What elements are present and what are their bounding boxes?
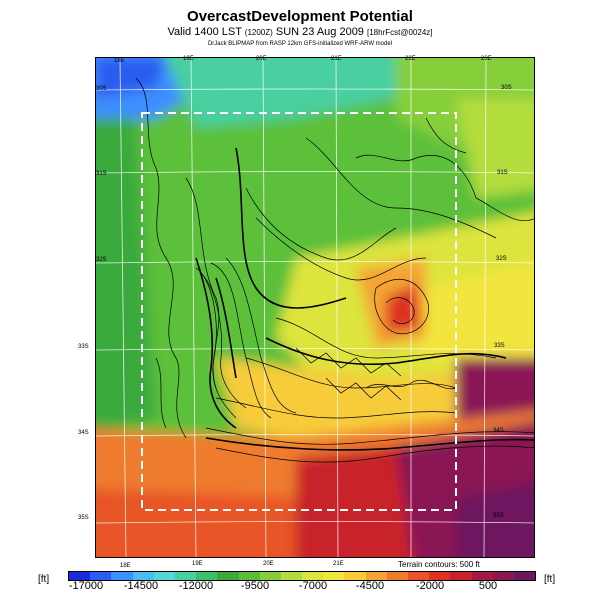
lat-tick-right: 30S [501,85,512,91]
colorbar-segment [386,572,408,580]
colorbar-segment [513,572,536,580]
unit-label-left: [ft] [38,574,50,585]
lat-tick-left: 33S [78,344,89,350]
model-credit: DrJack BLIPMAP from RASP 12km GFS-initia… [207,41,393,47]
colorbar-segment [217,572,239,580]
map-title: OvercastDevelopment Potential [187,8,413,25]
colorbar-tick-label: -12000 [178,580,214,592]
colorbar-segment [90,572,112,580]
color-scale-bar [68,571,536,581]
colorbar-tick-label: -14500 [123,580,159,592]
lon-tick-top: 23E [481,56,492,62]
colorbar-segment [471,572,493,580]
colorbar-tick-label: -9500 [240,580,270,592]
colorbar-tick-label: -4500 [355,580,385,592]
colorbar-segment [259,572,281,580]
colorbar-segment [238,572,260,580]
lat-tick-left: 30S [96,86,107,92]
colorbar-tick-label: 500 [478,580,498,592]
terrain-contours [135,77,534,463]
colorbar-tick-label: -2000 [415,580,445,592]
lon-tick-top: 19E [183,56,194,62]
valid-date: SUN 23 Aug 2009 [275,26,364,38]
lat-tick-left: 34S [78,430,89,436]
lon-tick-bottom: 19E [192,561,203,567]
colorbar-segment [111,572,133,580]
colorbar-segment [365,572,387,580]
lon-tick-bottom: 18E [120,563,131,569]
colorbar-segment [429,572,451,580]
lat-tick-right: 33S [494,343,505,349]
lat-tick-right: 34S [493,428,504,434]
map-canvas [96,58,534,557]
domain-boundary [141,112,457,511]
map-panel [95,57,535,558]
graticule [96,58,534,557]
valid-utc: (1200Z) [244,28,273,37]
lat-tick-left: 35S [78,515,89,521]
colorbar-segment [302,572,324,580]
lon-tick-top: 18E [114,58,125,64]
forecast-tag: [18hrFcst@0024z] [367,28,433,37]
colorbar-segment [280,572,303,580]
colorbar-segment [132,572,154,580]
colorbar-segment [450,572,472,580]
valid-time-line: Valid 1400 LST (1200Z) SUN 23 Aug 2009 [… [0,26,600,38]
colorbar-tick-label: -7000 [298,580,328,592]
lat-tick-right: 35S [493,513,504,519]
lon-tick-bottom: 21E [333,561,344,567]
colorbar-segment [153,572,175,580]
colorbar-segment [408,572,430,580]
colorbar-tick-label: -17000 [68,580,104,592]
colorbar-segment [492,572,514,580]
lon-tick-bottom: 20E [263,561,274,567]
lat-tick-right: 31S [497,170,508,176]
colorbar-segment [323,572,345,580]
lon-tick-top: 20E [256,56,267,62]
terrain-contour-note: Terrain contours: 500 ft [398,560,480,569]
lat-tick-right: 32S [496,256,507,262]
field-shading [96,58,534,557]
valid-time: Valid 1400 LST [167,26,242,38]
unit-label-right: [ft] [544,574,556,585]
colorbar-segment [196,572,218,580]
colorbar-segment [344,572,366,580]
colorbar-segment [69,572,91,580]
lon-tick-top: 21E [331,56,342,62]
bold-contours [195,147,534,451]
lon-tick-top: 22E [405,56,416,62]
colorbar-segment [174,572,197,580]
lat-tick-left: 31S [96,171,107,177]
lat-tick-left: 32S [96,257,107,263]
